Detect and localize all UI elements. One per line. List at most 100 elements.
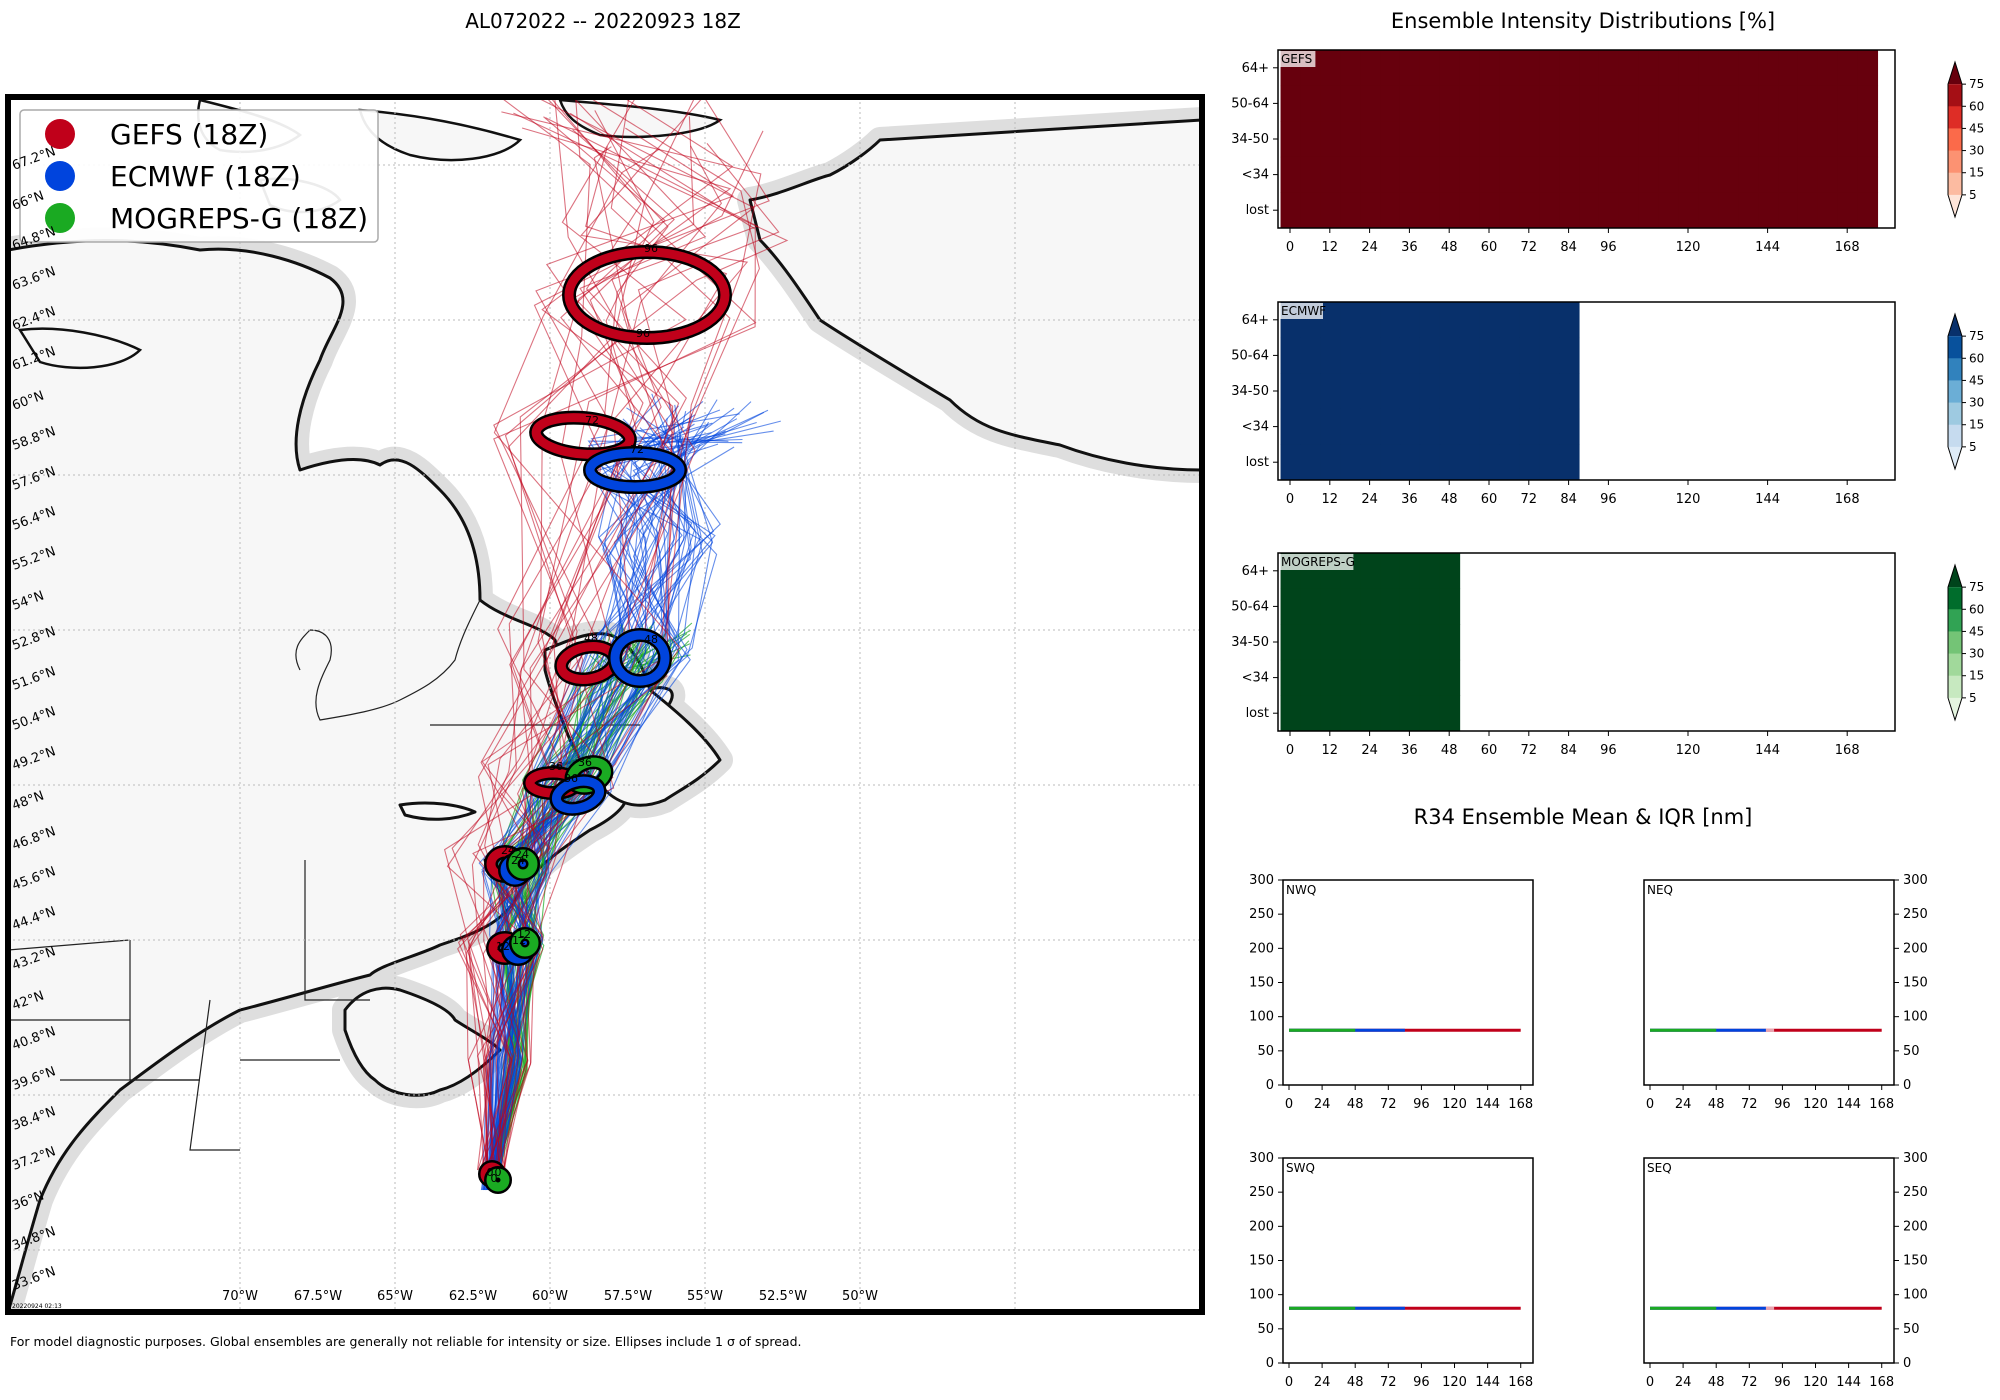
heatmap-cell <box>1439 659 1461 696</box>
heatmap-cell <box>1817 85 1839 122</box>
x-tick-label: 168 <box>1835 492 1860 507</box>
heatmap-cell <box>1598 121 1620 158</box>
y-tick-label: 100 <box>1903 1288 1928 1303</box>
heatmap-cell <box>1539 444 1560 481</box>
y-tick-label: 50-64 <box>1231 599 1269 614</box>
map-legend: GEFS (18Z) ECMWF (18Z) MOGREPS-G (18Z) <box>19 109 379 243</box>
x-tick-label: 84 <box>1560 492 1577 507</box>
heatmap-tag: GEFS <box>1281 52 1312 66</box>
heatmap-cell <box>1618 121 1640 158</box>
lon-label: 70°W <box>222 1289 258 1304</box>
heatmap-cell <box>1579 85 1600 122</box>
colorbar-segment <box>1948 631 1962 655</box>
heatmap-cell <box>1598 156 1620 193</box>
heatmap-cell <box>1738 156 1759 193</box>
heatmap-cell <box>1539 192 1560 229</box>
heatmap-cell <box>1459 156 1481 193</box>
heatmap-cell <box>1778 156 1799 193</box>
x-tick-label: 24 <box>1361 240 1378 255</box>
x-tick-label: 72 <box>1741 1097 1758 1112</box>
heatmap-cell <box>1419 444 1441 481</box>
heatmap-cell <box>1658 121 1680 158</box>
gefs-track <box>477 97 687 1171</box>
heatmap-cell <box>1718 50 1739 87</box>
ellipse-labels: 0 12 24 36 48 72 96 96 0 12 24 36 48 72 … <box>487 242 659 1185</box>
heatmap-cell <box>1399 695 1421 732</box>
legend-item-ecmwf: ECMWF (18Z) <box>45 160 301 193</box>
heatmap-cell <box>1320 624 1341 661</box>
y-tick-label: 200 <box>1249 1219 1274 1234</box>
heatmap-cell <box>1280 85 1301 122</box>
heatmap-cell <box>1360 337 1381 374</box>
heatmap-cell <box>1360 408 1381 445</box>
x-tick-label: 120 <box>1803 1375 1828 1390</box>
heatmap-cell <box>1340 121 1361 158</box>
heatmap-cell <box>1439 85 1461 122</box>
heatmap-cell <box>1718 192 1739 229</box>
heatmap-cell <box>1340 337 1361 374</box>
heatmap-cell <box>1380 50 1401 87</box>
heatmap-cell <box>1340 408 1361 445</box>
heatmap-cell <box>1499 408 1520 445</box>
heatmap-cell <box>1439 444 1461 481</box>
heatmap-cell <box>1300 337 1321 374</box>
heatmap-cell <box>1340 85 1361 122</box>
heatmap-cell <box>1399 588 1421 625</box>
heatmap-cell <box>1638 121 1660 158</box>
y-tick-label: 34-50 <box>1231 635 1269 650</box>
y-tick-label: 34-50 <box>1231 384 1269 399</box>
colorbar-segment <box>1948 358 1962 381</box>
heatmap-cell <box>1320 302 1341 339</box>
y-tick-label: 300 <box>1903 1151 1928 1166</box>
colorbar-tick-label: 60 <box>1969 99 1984 113</box>
legend-label-gefs: GEFS (18Z) <box>110 118 268 151</box>
x-tick-label: 144 <box>1755 240 1780 255</box>
legend-label-mogreps: MOGREPS-G (18Z) <box>110 202 368 235</box>
gefs-track <box>472 146 631 1171</box>
heatmap-cell <box>1598 192 1620 229</box>
ecmwf-tau-72: 72 <box>630 443 644 456</box>
heatmap-cell <box>1439 156 1461 193</box>
y-tick-label: 50 <box>1257 1044 1274 1059</box>
heatmap-cell <box>1399 302 1421 339</box>
heatmap-cell <box>1519 444 1540 481</box>
x-tick-label: 12 <box>1322 240 1339 255</box>
x-tick-label: 168 <box>1508 1375 1533 1390</box>
heatmap-cell <box>1300 85 1321 122</box>
heatmap-cell <box>1380 337 1401 374</box>
heatmap-cell <box>1380 192 1401 229</box>
r34-tag: NWQ <box>1286 883 1316 897</box>
x-tick-label: 12 <box>1322 743 1339 758</box>
gefs-track <box>490 97 696 1171</box>
heatmap-cell <box>1419 659 1441 696</box>
heatmap-cell <box>1360 156 1381 193</box>
heatmap-cell <box>1320 121 1341 158</box>
ecmwf-tau-0: 0 <box>491 1172 498 1185</box>
heatmap-cell <box>1598 85 1620 122</box>
x-tick-label: 0 <box>1286 240 1294 255</box>
gefs-tau-0: 0 <box>487 1166 494 1179</box>
colorbar-segment <box>1948 314 1962 337</box>
heatmap-cell <box>1837 192 1859 229</box>
colorbar-tick-label: 45 <box>1969 373 1984 387</box>
heatmap-cell <box>1479 50 1500 87</box>
colorbar-tick-label: 60 <box>1969 602 1984 616</box>
ecmwf-ellipse-72 <box>585 448 685 492</box>
colorbar-segment <box>1948 336 1962 359</box>
heatmap-cell <box>1280 408 1301 445</box>
heatmap-cell <box>1738 192 1759 229</box>
heatmap-cell <box>1380 373 1401 410</box>
heatmap-cell <box>1618 192 1640 229</box>
y-tick-label: 0 <box>1266 1078 1274 1093</box>
heatmap-cell <box>1658 50 1680 87</box>
heatmap-cell <box>1499 373 1520 410</box>
heatmap-cell <box>1559 121 1580 158</box>
heatmap-cell <box>1698 50 1719 87</box>
heatmap-cell <box>1539 373 1560 410</box>
heatmap-cell <box>1439 695 1461 732</box>
heatmap-cell <box>1399 444 1421 481</box>
colorbar: 75 60 45 30 15 5 <box>1947 312 1984 471</box>
x-tick-label: 168 <box>1869 1097 1894 1112</box>
heatmap-cell <box>1539 50 1560 87</box>
gefs-track <box>484 129 675 1171</box>
